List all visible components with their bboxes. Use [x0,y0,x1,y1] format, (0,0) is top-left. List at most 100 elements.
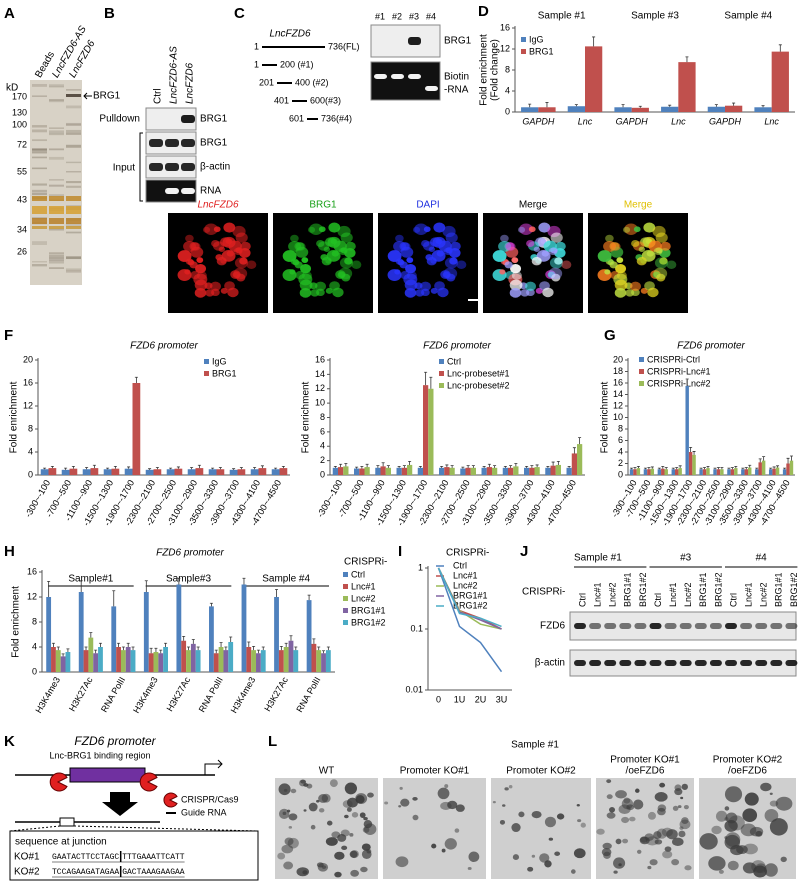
nucleus [533,246,541,252]
marker-label: 100 [12,119,27,129]
condition-label: Promoter KO#1 [610,755,680,766]
blot-band [374,74,387,79]
gel-band [66,185,81,188]
blot-band [770,660,783,666]
nucleus [616,271,627,280]
colony [349,832,354,837]
bar [775,467,780,475]
colony [303,809,307,812]
error-bar [657,467,661,470]
gel-band [32,261,47,263]
bar [699,469,703,475]
x-tick-label: Lnc [671,116,686,126]
error-bar [232,468,236,470]
lane-label: Lnc#1 [743,582,753,607]
nucleus [419,281,431,292]
error-bar [772,466,776,469]
colony [281,844,294,854]
bar [174,468,183,475]
bar [125,647,131,672]
error-bar [281,465,285,469]
gel-band [66,123,81,126]
blot-band [755,623,768,629]
error-bar [408,460,412,465]
nucleus [629,281,641,292]
legend-label: Lnc#2 [453,580,478,590]
error-bar [578,437,582,445]
error-bar [196,646,200,651]
colony [531,810,542,819]
x-tick-label: RNA PolII [99,675,127,714]
colony [290,788,297,794]
nucleus [190,242,201,251]
nucleus [610,242,621,251]
bar [116,647,121,672]
nucleus [653,247,663,256]
bar [293,650,299,672]
lane-label: #3 [409,11,419,21]
blot-band [694,660,707,666]
nucleus [235,232,248,243]
error-bar [284,642,288,647]
gel-band [66,268,81,271]
bar [380,466,386,475]
colony [677,805,682,809]
error-bar [176,466,180,469]
colony [334,871,342,878]
marker-label: 72 [17,139,27,149]
bar [181,640,187,672]
colony [654,792,668,802]
colony [609,807,616,813]
error-bar [727,467,731,470]
blot-band [604,660,617,666]
lane-label: LncFZD6 [185,62,196,104]
error-bar [169,467,173,470]
gel-band [66,171,81,173]
gel [30,80,82,285]
bar [103,469,112,475]
bar [338,467,344,475]
y-tick-label: 20 [613,354,623,364]
bar [311,643,317,672]
blot-band [391,74,404,79]
bar [633,469,637,475]
fragment-start: 1 [254,41,259,51]
bar [513,466,519,475]
chart-title: FZD6 promoter [156,548,224,559]
blot-band [785,660,798,666]
colony [769,818,788,836]
nucleus [654,257,669,269]
nucleus [554,257,563,265]
lane-label: #4 [426,11,436,21]
bar [166,469,175,475]
nucleus [643,222,656,233]
legend-swatch [439,383,444,388]
y-tick-label: 2 [618,458,623,468]
colony [662,850,673,859]
colony [657,804,667,812]
error-bar [289,635,293,641]
error-bar [229,636,233,642]
y-tick-label: 2 [320,455,325,465]
group-label: Sample #1 [538,11,586,22]
panel-letter: H [4,543,15,560]
error-bar [630,467,634,470]
bar [661,106,679,112]
bar [725,105,743,112]
row-label: β-actin [535,658,565,669]
nucleus [519,223,533,236]
fragment-start: 601 [289,113,304,123]
gel-band [66,196,81,201]
bar [716,469,721,475]
nucleus [542,287,554,298]
colony [577,819,582,823]
colony [554,851,561,856]
blot-band [181,163,195,171]
error-bar [98,642,102,647]
y-tick-label: 10 [315,398,325,408]
colony [361,849,372,860]
gel-band [49,218,64,224]
bar [343,466,349,475]
bar [571,453,577,475]
